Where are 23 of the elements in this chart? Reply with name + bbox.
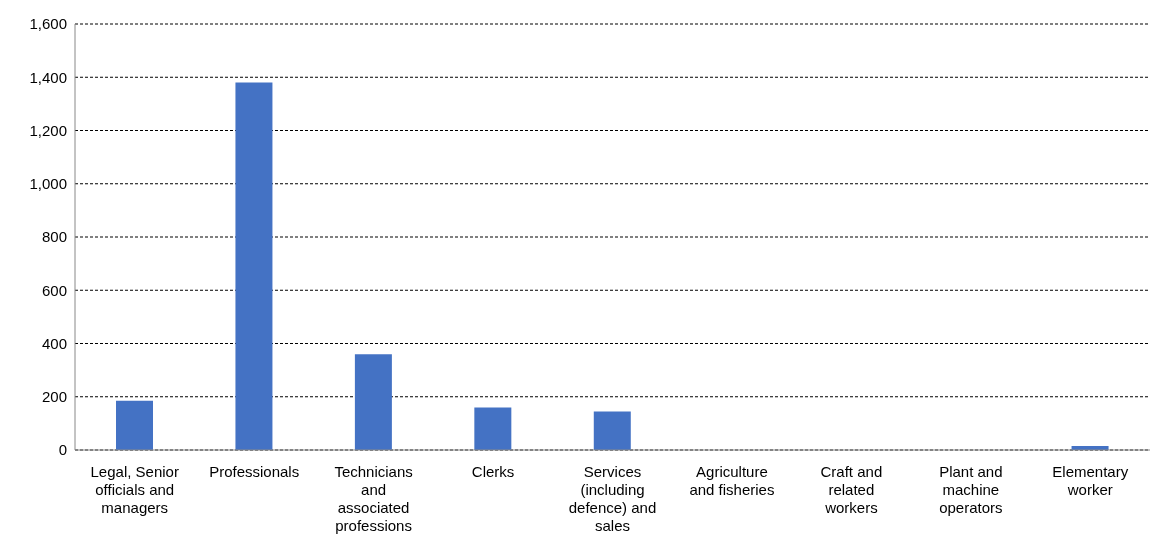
y-tick-label: 1,400 <box>29 68 67 86</box>
x-tick-label: Craft and related workers <box>820 462 883 516</box>
x-tick-label: Legal, Senior officials and managers <box>90 462 179 516</box>
bar <box>235 82 273 450</box>
x-tick-label: Professionals <box>209 462 300 480</box>
x-tick-label: Elementary worker <box>1052 462 1129 498</box>
x-tick-label: Agriculture and fisheries <box>689 462 775 498</box>
y-tick-label: 800 <box>41 228 67 246</box>
y-tick-label: 0 <box>58 441 67 459</box>
bar <box>116 400 153 450</box>
x-tick-label: Plant and machine operators <box>939 462 1003 516</box>
y-tick-label: 1,000 <box>29 175 67 193</box>
y-tick-label: 600 <box>41 281 67 299</box>
bar <box>354 354 392 450</box>
bar <box>474 407 512 450</box>
x-tick-label: Technicians and associated professions <box>334 462 413 534</box>
x-tick-label: Services (including defence) and sales <box>568 462 657 534</box>
bar <box>593 411 631 450</box>
x-tick-label: Clerks <box>471 462 515 480</box>
y-tick-label: 200 <box>41 388 67 406</box>
y-tick-label: 1,600 <box>29 15 67 33</box>
y-tick-label: 400 <box>41 334 67 352</box>
y-tick-label: 1,200 <box>29 121 67 139</box>
